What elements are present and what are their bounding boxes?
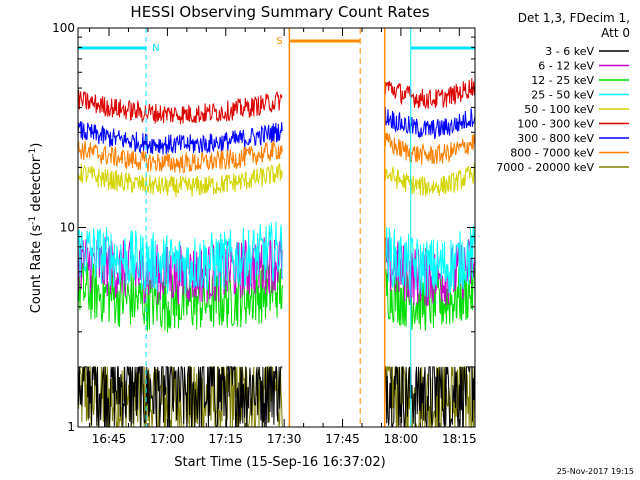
night-label: N [152, 43, 159, 54]
series-trace [384, 162, 476, 197]
legend-item: 7000 - 20000 keV [496, 161, 629, 174]
series-trace [77, 89, 283, 125]
series-trace [77, 365, 283, 428]
legend-label: 300 - 800 keV [517, 132, 594, 145]
legend-label: 7000 - 20000 keV [496, 161, 594, 174]
saa-interval [288, 28, 386, 427]
series-800to7000keV [77, 132, 476, 174]
x-tick-label: 18:15 [442, 432, 477, 446]
series-50to100keV [77, 162, 476, 198]
legend-item: 100 - 300 keV [517, 118, 629, 131]
axes: 1 10 100 16:45 17:00 17:15 17:30 17:45 18:00 18:1… [52, 21, 477, 446]
saa-label: S [276, 36, 282, 47]
series-trace [77, 162, 283, 198]
legend-label: 100 - 300 keV [517, 118, 594, 131]
y-tick-label: 1 [67, 420, 75, 434]
series-25to50keV [77, 221, 476, 297]
x-tick-label: 17:15 [208, 432, 243, 446]
legend-item: 6 - 12 keV [538, 60, 629, 73]
legend-item: 50 - 100 keV [524, 103, 629, 116]
legend-item: 3 - 6 keV [545, 45, 629, 58]
series-trace [384, 259, 476, 331]
y-tick-label: 10 [60, 221, 75, 235]
legend-item: 800 - 7000 keV [510, 147, 629, 160]
series-trace [77, 121, 283, 155]
chart-title: HESSI Observing Summary Count Rates [130, 3, 429, 21]
series-12to25keV [77, 259, 476, 333]
x-tick-label: 16:45 [92, 432, 127, 446]
legend-header-line-1: Det 1,3, FDecim 1, [518, 11, 630, 25]
timestamp: 25-Nov-2017 19:15 [557, 467, 634, 476]
series-3to6keV [77, 365, 476, 428]
legend-label: 50 - 100 keV [524, 103, 594, 116]
plot-area: NS [77, 28, 476, 429]
series-300to800keV [77, 106, 476, 155]
series-trace [384, 366, 476, 428]
legend-label: 25 - 50 keV [531, 89, 594, 102]
y-axis-label: Count Rate (s-1 detector-1) [28, 143, 44, 314]
legend-label: 6 - 12 keV [538, 60, 594, 73]
y-label-part: detector [29, 156, 44, 216]
x-tick-label: 17:00 [150, 432, 185, 446]
y-label-part: ) [29, 143, 44, 148]
y-label-sup: -1 [28, 216, 38, 225]
legend: Det 1,3, FDecim 1, Att 0 3 - 6 keV 6 - 12… [496, 11, 630, 174]
legend-label: 3 - 6 keV [545, 45, 594, 58]
y-label-sup: -1 [28, 148, 38, 157]
legend-header-line-2: Att 0 [601, 26, 630, 40]
x-tick-label: 17:45 [325, 432, 360, 446]
y-label-part: Count Rate (s [29, 225, 44, 314]
x-tick-label: 17:30 [267, 432, 302, 446]
x-axis-label: Start Time (15-Sep-16 16:37:02) [174, 455, 385, 470]
y-tick-label: 100 [52, 21, 75, 35]
legend-item: 300 - 800 keV [517, 132, 629, 145]
legend-label: 800 - 7000 keV [510, 147, 594, 160]
legend-item: 25 - 50 keV [531, 89, 629, 102]
series-trace [384, 225, 476, 297]
series-trace [77, 221, 283, 294]
series-trace [384, 78, 476, 110]
series-trace [77, 261, 283, 333]
legend-label: 12 - 25 keV [531, 74, 594, 87]
legend-item: 12 - 25 keV [531, 74, 629, 87]
series-trace [384, 132, 476, 165]
series-trace [384, 106, 476, 140]
x-tick-label: 18:00 [384, 432, 419, 446]
series-trace [77, 140, 283, 174]
series-100to300keV [77, 78, 476, 125]
